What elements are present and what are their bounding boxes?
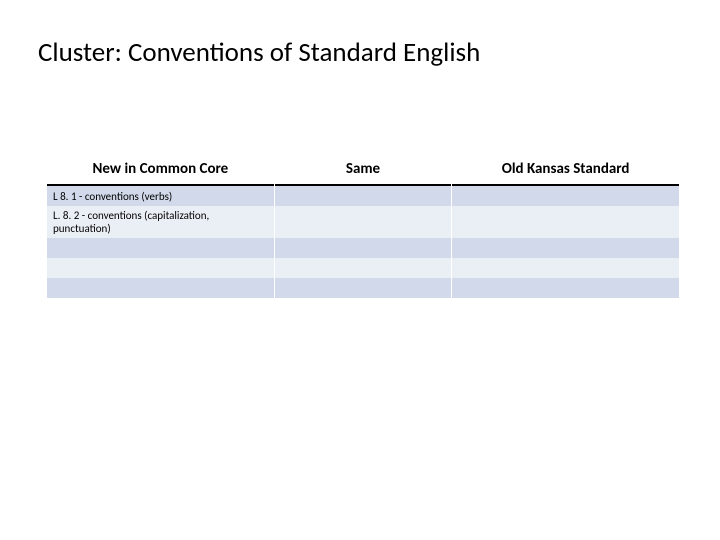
cell bbox=[275, 258, 451, 278]
cell bbox=[275, 278, 451, 298]
cell bbox=[452, 206, 679, 238]
cell: L 8. 1 - conventions (verbs) bbox=[47, 186, 274, 206]
cell bbox=[275, 206, 451, 238]
cell bbox=[452, 186, 679, 206]
table-header-row: New in Common Core Same Old Kansas Stand… bbox=[47, 156, 679, 186]
cell bbox=[47, 278, 274, 298]
cell bbox=[47, 238, 274, 258]
slide: Cluster: Conventions of Standard English… bbox=[0, 0, 720, 540]
table-row bbox=[47, 258, 679, 278]
table-row: L. 8. 2 - conventions (capitalization, p… bbox=[47, 206, 679, 238]
cell bbox=[47, 258, 274, 278]
table-row bbox=[47, 238, 679, 258]
col-header-old: Old Kansas Standard bbox=[452, 156, 679, 186]
table-body: L 8. 1 - conventions (verbs) L. 8. 2 - c… bbox=[47, 186, 679, 298]
table-row bbox=[47, 278, 679, 298]
col-header-same: Same bbox=[275, 156, 451, 186]
page-title: Cluster: Conventions of Standard English bbox=[38, 36, 480, 69]
comparison-table: New in Common Core Same Old Kansas Stand… bbox=[46, 156, 680, 298]
table-row: L 8. 1 - conventions (verbs) bbox=[47, 186, 679, 206]
cell bbox=[275, 186, 451, 206]
cell bbox=[452, 278, 679, 298]
cell bbox=[275, 238, 451, 258]
cell bbox=[452, 238, 679, 258]
comparison-table-wrap: New in Common Core Same Old Kansas Stand… bbox=[46, 156, 680, 298]
cell: L. 8. 2 - conventions (capitalization, p… bbox=[47, 206, 274, 238]
cell bbox=[452, 258, 679, 278]
col-header-new: New in Common Core bbox=[47, 156, 274, 186]
